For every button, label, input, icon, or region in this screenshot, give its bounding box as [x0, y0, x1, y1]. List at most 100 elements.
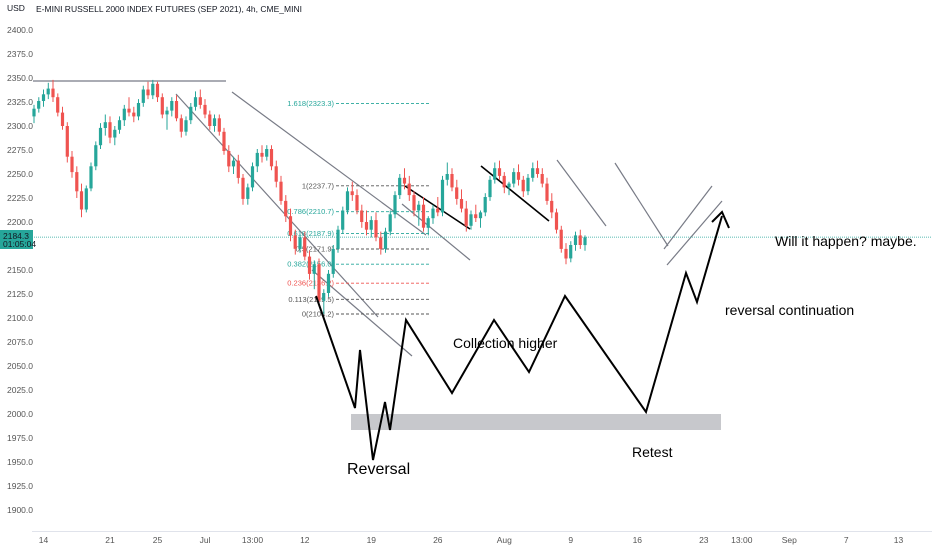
candle-body — [269, 149, 274, 167]
candle-body — [469, 214, 473, 226]
candle-body — [222, 131, 226, 151]
candle-body — [231, 160, 236, 167]
candles[interactable] — [32, 79, 587, 315]
candle-body — [108, 122, 112, 138]
fib-level-label: 1(2237.7) — [302, 181, 335, 190]
candle-body — [502, 175, 506, 188]
candle-body — [60, 112, 65, 126]
candle-body — [493, 168, 497, 180]
candle-body — [550, 200, 554, 213]
x-tick-label: 12 — [300, 535, 310, 545]
candle-body — [440, 179, 445, 213]
candle-body — [455, 187, 459, 199]
fib-level-label: 0.786(2210.7) — [287, 207, 334, 216]
candle-body — [374, 220, 378, 238]
candle-body — [160, 97, 164, 115]
candle-body — [507, 183, 511, 188]
y-tick-label: 2100.0 — [7, 313, 33, 323]
candle-body — [431, 208, 435, 219]
candle-body — [450, 174, 454, 188]
candle-body — [89, 166, 93, 189]
y-axis[interactable]: 2400.0 2375.0 2350.0 2325.0 2300.0 2275.0 2250… — [7, 25, 33, 515]
y-tick-label: 2300.0 — [7, 121, 33, 131]
fib-level-label: 0(2104.2) — [302, 310, 335, 319]
y-tick-label: 1950.0 — [7, 457, 33, 467]
candle-body — [127, 108, 131, 113]
x-tick-label: 14 — [39, 535, 49, 545]
candle-body — [497, 168, 502, 176]
candle-body — [255, 152, 259, 167]
candle-body — [136, 103, 141, 117]
annotation-retest: Retest — [632, 444, 673, 460]
x-tick-label: 19 — [367, 535, 377, 545]
candle-body — [174, 101, 179, 119]
candle-body — [117, 120, 122, 130]
candle-body — [146, 89, 150, 96]
x-tick-label: 25 — [153, 535, 163, 545]
price-badge[interactable]: 2184.3 01:05:04 — [0, 230, 36, 249]
x-tick-label: 23 — [699, 535, 709, 545]
candle-body — [103, 122, 107, 128]
candle-body — [445, 174, 449, 180]
candle-body — [393, 195, 397, 215]
x-tick-label: 13:00 — [731, 535, 753, 545]
price-badge-countdown: 01:05:04 — [3, 239, 36, 249]
candle-body — [298, 237, 302, 249]
candle-body — [545, 183, 549, 201]
candle-body — [274, 166, 278, 182]
candle-body — [578, 235, 582, 245]
annotation-reversal: Reversal — [347, 461, 410, 478]
candle-body — [307, 256, 312, 274]
price-badge-value: 2184.3 — [3, 231, 29, 241]
candle-body — [512, 172, 516, 184]
candle-body — [526, 177, 530, 192]
y-tick-label: 2250.0 — [7, 169, 33, 179]
candle-body — [369, 220, 373, 230]
candle-body — [84, 188, 88, 210]
forecast-path[interactable] — [315, 210, 730, 461]
currency-label: USD — [7, 3, 25, 13]
projected-zigzag — [315, 215, 723, 461]
candle-body — [260, 152, 264, 157]
symbol-title: E-MINI RUSSELL 2000 INDEX FUTURES (SEP 2… — [36, 4, 302, 14]
y-tick-label: 2275.0 — [7, 145, 33, 155]
candle-body — [379, 237, 383, 249]
y-tick-label: 2075.0 — [7, 337, 33, 347]
x-tick-label: 16 — [633, 535, 643, 545]
rising-channel-upper — [663, 185, 713, 250]
x-tick-label: 21 — [105, 535, 115, 545]
candle-body — [554, 212, 559, 230]
y-tick-label: 2350.0 — [7, 73, 33, 83]
candle-body — [288, 216, 293, 236]
candle-body — [407, 183, 411, 196]
candle-body — [488, 179, 492, 198]
candle-body — [151, 83, 155, 96]
y-tick-label: 2050.0 — [7, 361, 33, 371]
candle-body — [331, 248, 335, 274]
candle-body — [79, 191, 84, 210]
annotation-question: Will it happen? maybe. — [775, 233, 917, 249]
candle-body — [417, 204, 421, 211]
candle-body — [569, 245, 573, 259]
candle-body — [483, 197, 487, 213]
x-tick-label: 13 — [894, 535, 904, 545]
candle-body — [46, 88, 50, 95]
candle-body — [132, 112, 136, 117]
candle-body — [412, 195, 416, 211]
fib-level-label: 1.618(2323.3) — [287, 99, 334, 108]
y-tick-label: 1925.0 — [7, 481, 33, 491]
candle-body — [208, 114, 212, 126]
annotation-reversal-continuation: reversal continuation — [725, 302, 854, 318]
candle-body — [341, 210, 345, 230]
x-axis[interactable]: 14 21 25 Jul 13:00 12 19 26 Aug 9 16 23 13:00 Sep 7 13 — [32, 531, 932, 546]
candle-body — [32, 108, 36, 117]
candle-body — [51, 88, 55, 98]
candle-body — [312, 264, 316, 274]
candle-body — [360, 210, 364, 222]
candle-body — [436, 208, 440, 213]
fib-level-label: 0.113(2119.5) — [288, 295, 334, 304]
annotation-collection-higher: Collection higher — [453, 335, 558, 351]
candle-body — [70, 156, 74, 173]
